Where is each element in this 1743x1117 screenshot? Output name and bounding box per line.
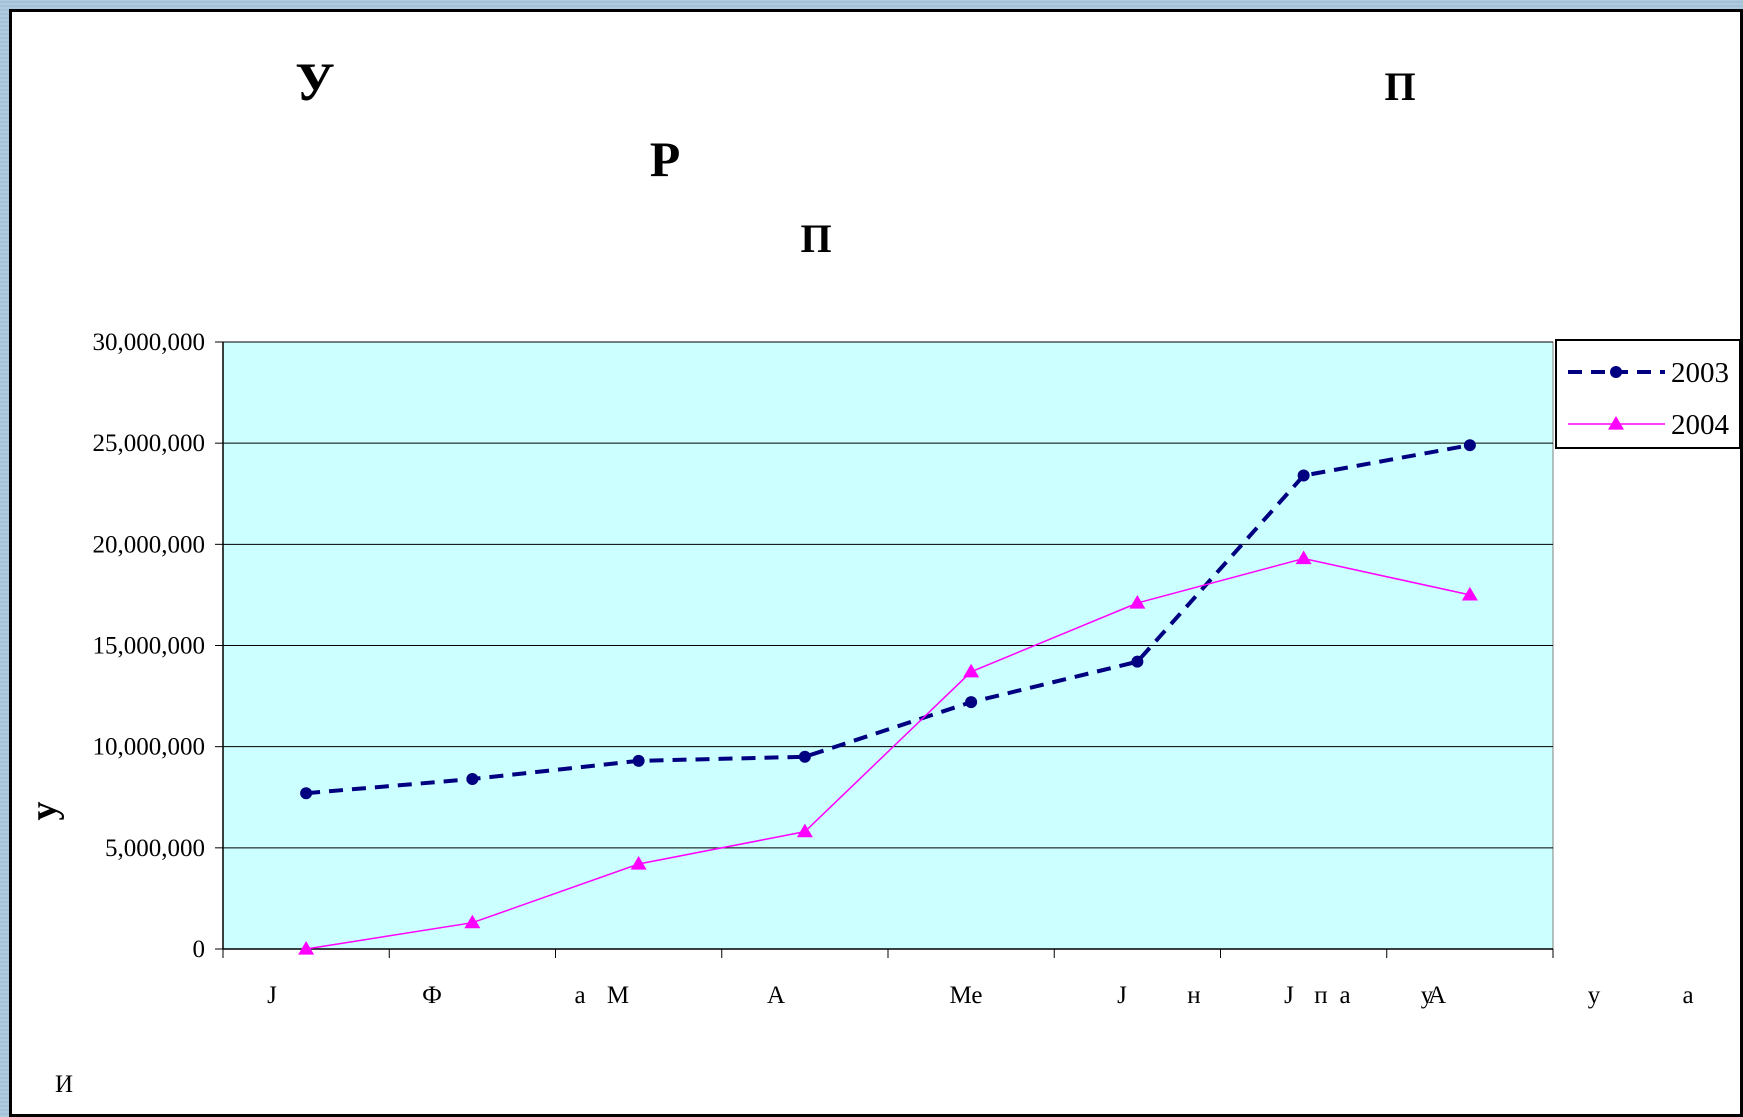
footnote: И	[55, 1071, 73, 1098]
data-point-2003	[1463, 439, 1476, 452]
x-tick-label: J	[1117, 982, 1127, 1009]
series-line-2003	[305, 443, 1471, 796]
y-tick-label: 15,000,000	[93, 633, 206, 660]
x-tick-label: J	[267, 982, 277, 1009]
series-line-2004	[306, 557, 1471, 950]
data-point-2003	[1131, 655, 1144, 668]
x-tick-label: Ме	[950, 982, 983, 1009]
legend: 2003 2004	[1555, 339, 1741, 449]
title-fragment-4: П	[800, 216, 831, 261]
data-point-2004	[1461, 586, 1478, 601]
legend-marker-2003	[1610, 366, 1622, 378]
title-fragment-3: П	[1384, 64, 1415, 109]
y-tick-label: 10,000,000	[93, 734, 206, 761]
y-tick-label: 0	[193, 936, 206, 963]
gridlines	[223, 341, 1553, 849]
data-point-2003	[300, 787, 313, 800]
data-point-2004	[1129, 595, 1146, 609]
data-point-2004	[464, 914, 481, 929]
x-tick-label: а	[1682, 982, 1693, 1009]
data-point-2003	[466, 773, 479, 786]
data-point-2004	[630, 856, 647, 870]
title-fragment-1: У	[295, 52, 335, 112]
y-tick-label: 20,000,000	[93, 531, 206, 558]
x-tick-label: Ф	[422, 982, 442, 1009]
x-tick-label: п	[1314, 982, 1327, 1009]
y-axis-label: у	[23, 802, 65, 821]
x-tick-label: М	[607, 982, 629, 1009]
y-tick-label: 25,000,000	[93, 430, 206, 457]
y-tick-labels: 0 5,000,000 10,000,000 15,000,000 20,000,000…	[93, 329, 206, 963]
data-point-2003	[798, 750, 811, 763]
data-point-2004	[796, 823, 813, 838]
data-point-2003	[632, 754, 645, 767]
data-point-2004	[1295, 550, 1312, 565]
data-point-2004	[963, 663, 980, 678]
axes	[215, 341, 1554, 958]
x-tick-label: А	[1428, 982, 1446, 1009]
x-tick-label: н	[1187, 982, 1200, 1009]
data-point-2003	[1297, 469, 1310, 482]
x-tick-label: а	[574, 982, 585, 1009]
x-tick-label: J	[1284, 982, 1294, 1009]
legend-marker-2004	[1608, 416, 1624, 430]
series-layer	[298, 439, 1478, 955]
legend-box	[1555, 339, 1741, 449]
x-tick-label: а	[1339, 982, 1350, 1009]
y-tick-label: 30,000,000	[93, 329, 206, 356]
data-point-2004	[298, 941, 315, 955]
y-tick-label: 5,000,000	[105, 835, 205, 862]
x-tick-label: у	[1421, 982, 1434, 1009]
legend-label-2003: 2003	[1671, 357, 1729, 389]
x-tick-label: у	[1588, 982, 1601, 1009]
legend-label-2004: 2004	[1671, 409, 1730, 441]
x-tick-label: А	[767, 982, 785, 1009]
data-point-2003	[965, 696, 978, 709]
title-fragment-2: Р	[650, 131, 681, 187]
